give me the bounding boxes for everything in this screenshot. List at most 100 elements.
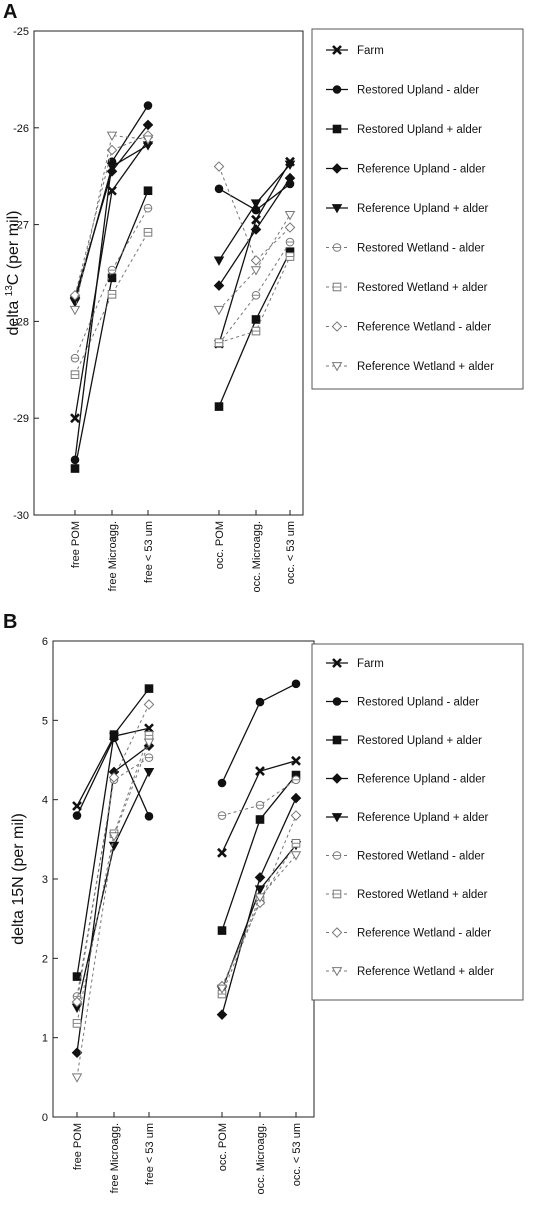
data-point xyxy=(285,237,295,247)
data-point xyxy=(250,255,262,266)
data-point xyxy=(143,101,153,110)
x-tick-label: free Microagg. xyxy=(107,521,119,591)
plot-frame-b xyxy=(52,640,315,1118)
data-point xyxy=(213,161,225,172)
data-point xyxy=(217,926,227,935)
data-point xyxy=(250,224,262,235)
legend-label: Farm xyxy=(357,45,384,57)
data-point xyxy=(216,984,228,994)
y-tick-label: -29 xyxy=(13,413,29,425)
legend-marker xyxy=(331,967,343,977)
data-point xyxy=(284,160,296,171)
data-point xyxy=(107,265,117,275)
data-point xyxy=(254,893,266,903)
data-point xyxy=(251,214,261,225)
data-point xyxy=(142,119,154,131)
x-tick-label: occ. POM xyxy=(214,521,226,569)
legend-item-restored-upland-alder: Restored Upland - alder xyxy=(326,697,479,709)
y-tick-label: 2 xyxy=(42,953,48,965)
data-point xyxy=(70,464,80,473)
series-reference-wetland-alder xyxy=(69,131,296,316)
legend-marker xyxy=(331,927,343,938)
data-point xyxy=(217,778,227,788)
y-tick-label: 5 xyxy=(42,715,48,727)
y-tick-label: 4 xyxy=(42,795,48,807)
legend-marker xyxy=(332,658,342,668)
data-point xyxy=(108,772,120,783)
legend-item-reference-wetland-alder: Reference Wetland + alder xyxy=(326,361,494,373)
legend-label: Reference Wetland - alder xyxy=(357,928,491,940)
legend-item-restored-upland-alder: Restored Upland - alder xyxy=(326,85,479,97)
legend-marker xyxy=(331,362,343,372)
legend-item-farm: Farm xyxy=(326,658,384,670)
y-axis-ticks-a: -30 -29 -28 -27 -26 -25 xyxy=(13,26,39,522)
series-reference-wetland-alder xyxy=(71,738,302,1083)
data-point xyxy=(251,290,261,300)
data-point xyxy=(216,1009,228,1020)
data-point xyxy=(290,851,302,861)
legend-label: Reference Upland - alder xyxy=(357,774,486,786)
data-point xyxy=(214,402,224,411)
data-point xyxy=(214,184,224,194)
data-point xyxy=(143,699,155,710)
x-tick-label: free < 53 um xyxy=(143,521,155,583)
legend-marker xyxy=(331,163,343,174)
data-point xyxy=(71,1073,83,1083)
series-line xyxy=(74,207,149,359)
data-point xyxy=(251,326,261,336)
legend-item-reference-upland-alder: Reference Upland + alder xyxy=(326,812,489,824)
panel-label-b: B xyxy=(3,611,17,633)
data-point xyxy=(285,252,295,261)
legend-marker xyxy=(332,851,342,860)
data-point xyxy=(144,731,154,740)
legend-marker xyxy=(331,204,343,214)
y-tick-label: -25 xyxy=(13,26,29,38)
series-restored-upland-alder xyxy=(72,684,301,981)
legend-label: Reference Upland + alder xyxy=(357,812,489,824)
x-tick-label: free < 53 um xyxy=(144,1123,156,1185)
data-point xyxy=(290,810,302,821)
data-point xyxy=(71,1047,83,1059)
data-point xyxy=(69,289,81,301)
data-point xyxy=(250,266,262,276)
y-axis-ticks-b: 0 1 2 3 4 5 6 xyxy=(42,636,58,1124)
x-tick-label: occ. POM xyxy=(217,1123,229,1171)
legend-item-restored-wetland-alder: Restored Wetland + alder xyxy=(326,889,488,901)
legend-label: Restored Wetland - alder xyxy=(357,851,485,863)
data-point xyxy=(72,972,82,981)
data-point xyxy=(251,315,261,324)
data-point xyxy=(284,211,296,221)
legend-item-restored-upland-alder: Restored Upland + alder xyxy=(326,735,482,747)
y-axis-label-b: delta 15N (per mil) xyxy=(10,813,27,945)
x-tick-label: occ. Microagg. xyxy=(255,1123,267,1195)
legend-label: Reference Wetland - alder xyxy=(357,322,491,334)
data-point xyxy=(255,800,265,810)
data-point xyxy=(106,162,118,172)
series-restored-upland-alder xyxy=(70,186,295,473)
data-point xyxy=(213,256,225,266)
data-point xyxy=(70,370,80,379)
data-point xyxy=(217,847,227,858)
legend-label: Restored Wetland - alder xyxy=(357,243,485,255)
series-restored-upland-alder xyxy=(72,679,301,821)
legend-label: Reference Upland - alder xyxy=(357,164,486,176)
legend-item-farm: Farm xyxy=(326,45,384,57)
x-tick-label: occ. Microagg. xyxy=(251,521,263,593)
data-point xyxy=(143,768,155,778)
series-line xyxy=(218,166,291,262)
x-tick-label: free POM xyxy=(70,521,82,568)
legend-marker xyxy=(332,85,342,94)
data-point xyxy=(143,203,153,213)
series-line xyxy=(74,135,149,296)
data-point xyxy=(254,872,266,883)
panel-label-a: A xyxy=(3,1,17,23)
data-point xyxy=(70,353,80,363)
legend-item-restored-wetland-alder: Restored Wetland - alder xyxy=(326,851,485,863)
data-point xyxy=(71,996,83,1008)
data-point xyxy=(142,135,154,145)
legend-label: Farm xyxy=(357,658,384,670)
data-point xyxy=(106,131,118,141)
data-point xyxy=(70,413,80,424)
